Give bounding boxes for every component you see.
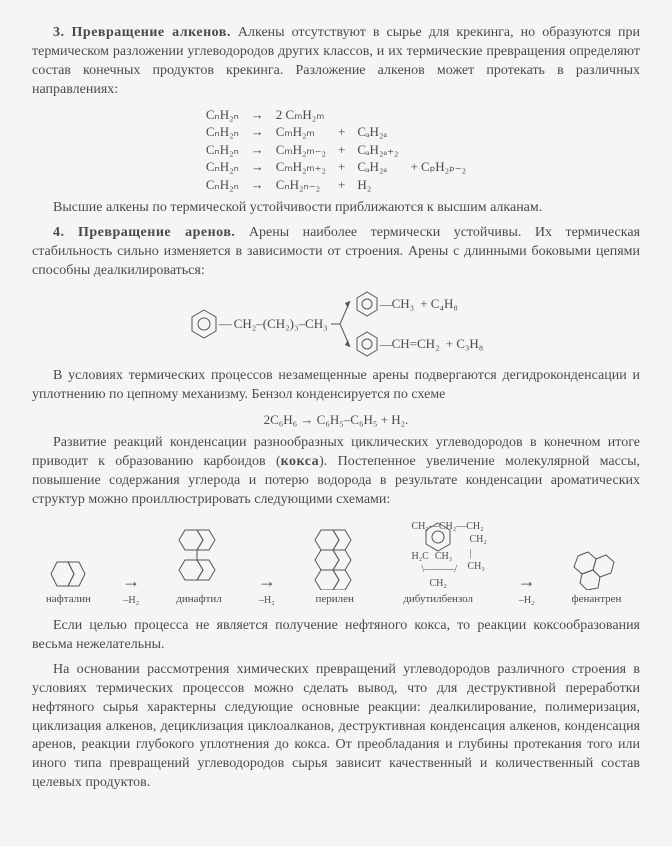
eq-cell: CₙH₂ₙ [200,123,245,141]
eq-cell: CₙH₂ₙ [200,158,245,176]
s4-intro: 4. Превращение аренов. Арены наиболее те… [32,224,640,281]
eq-cell: CₙH₂ₙ [200,176,245,194]
eq-cell [332,106,351,124]
eq-cell: CₐH₂ₐ₊₂ [351,141,404,159]
minus-h2: –H₂ [254,594,280,608]
eq-cell: + [332,176,351,194]
dealk-src-chain: CH₂–(CH₂)₃–CH₃ [234,315,328,333]
label-fen: фенантрен [566,592,626,607]
eq-cell: → [245,106,270,124]
eq-cell: H₂ [351,176,404,194]
eq-cell [404,141,472,159]
eq-cell [404,123,472,141]
eq-cell: + [332,158,351,176]
benzene-icon [354,329,380,359]
minus-h2: –H₂ [514,594,540,608]
s3-title: Превращение алкенов. [72,25,231,40]
dealk-p1-plus: + C₄H₈ [414,295,458,313]
phenanthrene-block: фенантрен [566,546,626,607]
label-naft: нафталин [45,592,91,607]
condensation-scheme: нафталин → –H₂ динафтил → –H₂ перилен [32,520,640,607]
chain3b: CH₃ [429,551,452,562]
phenanthrene-icon [566,546,626,590]
benzene-icon [354,289,380,319]
chain2: H₂C [411,551,428,562]
eq-cell: CₙH₂ₙ₋₂ [270,176,332,194]
eq-cell: CₐH₂ₐ [351,123,404,141]
dealk-p1-sub: CH₃ [392,295,415,313]
s3-intro: 3. Превращение алкенов. Алкены отсутству… [32,24,640,100]
benzene-condensation-eq: 2C₆H₆ → C₆H₅–C₆H₅ + H₂. [32,411,640,429]
eq-cell: → [245,123,270,141]
eq-cell [404,176,472,194]
s4-para5: На основании рассмотрения химических пре… [32,661,640,793]
koksa: кокса [281,454,319,469]
naphthalene-block: нафталин [45,558,91,607]
benzene-icon [189,307,219,341]
chain4a: CH₂ [411,534,486,545]
eq-cell: + [332,123,351,141]
s4-title: Превращение аренов. [78,225,235,240]
chain4b: CH₂ [411,578,446,589]
s3-num: 3. [53,25,65,40]
s4-num: 4. [53,225,65,240]
dealk-p2-plus: + C₃H₈ [440,335,484,353]
s3-tail: Высшие алкены по термической устойчивост… [32,199,640,218]
label-dinaf: динафтил [171,592,227,607]
eq-cell: 2 CₘH₂ₘ [270,106,332,124]
perylene-icon [307,526,363,590]
eq-cell: → [245,176,270,194]
minus-h2: –H₂ [118,594,144,608]
dinaphthyl-icon [171,526,227,590]
eq-cell: + CₚH₂ₚ₋₂ [404,158,472,176]
naphthalene-icon [45,558,91,590]
alkene-equations: CₙH₂ₙ→2 CₘH₂ₘCₙH₂ₙ→CₘH₂ₘ+CₐH₂ₐCₙH₂ₙ→CₘH₂… [200,106,472,194]
label-peri: перилен [307,592,363,607]
s4-para4: Если целью процесса не является получени… [32,617,640,655]
label-dibut: дибутилбензол [389,592,486,607]
perylene-block: перилен [307,526,363,607]
eq-cell: → [245,158,270,176]
eq-cell: CₙH₂ₙ [200,106,245,124]
eq-cell [404,106,472,124]
branch-arrows-icon [328,289,354,359]
eq-cell: → [245,141,270,159]
eq-cell: CₘH₂ₘ [270,123,332,141]
dibutylbenzene-block: CH₂—CH₂—CH₂ CH₂ | CH₃ H₂CCH₃ \———/ CH₂ д… [389,520,486,607]
chain1: CH₂—CH₂—CH₂ [411,521,483,532]
eq-cell: CₙH₂ₙ [200,141,245,159]
eq-cell: CₘH₂ₘ₋₂ [270,141,332,159]
dealk-p2-sub: CH=CH₂ [392,335,440,353]
eq-cell [351,106,404,124]
s4-para2: В условиях термических процессов незамещ… [32,367,640,405]
eq-cell: CₘH₂ₘ₊₂ [270,158,332,176]
dealkylation-scheme: — CH₂–(CH₂)₃–CH₃ — CH₃ + C₄H₈ [32,289,640,359]
s4-para3: Развитие реакций конденсации разнообразн… [32,434,640,510]
eq-cell: + [332,141,351,159]
dinaphthyl-block: динафтил [171,526,227,607]
eq-cell: CₐH₂ₐ [351,158,404,176]
